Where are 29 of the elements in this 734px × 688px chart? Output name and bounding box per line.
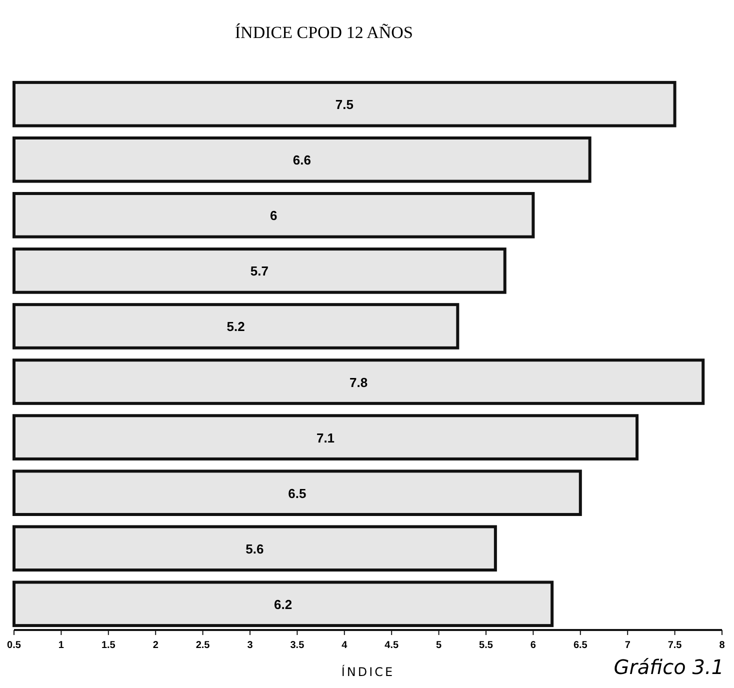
- data-label: 5.2: [226, 319, 245, 334]
- data-label: 5.6: [246, 541, 264, 556]
- x-tick-label: 7: [624, 640, 631, 651]
- x-tick-label: 8: [719, 640, 726, 651]
- x-tick-label: 2: [152, 640, 159, 651]
- x-tick-label: 6.5: [573, 640, 588, 651]
- x-tick-label: 5: [436, 640, 442, 651]
- data-label: 6.6: [292, 152, 311, 168]
- x-tick-label: 7.5: [668, 640, 682, 651]
- x-tick-label: 4.5: [384, 640, 399, 651]
- x-tick-label: 1: [58, 640, 64, 651]
- chart-title: ÍNDICE CPOD 12 AÑOS: [234, 23, 413, 42]
- x-tick-label: 6: [530, 640, 536, 651]
- data-label: 6.2: [274, 596, 292, 612]
- data-label: 7.8: [350, 374, 368, 390]
- x-tick-label: 3: [247, 640, 254, 651]
- data-label: 7.1: [316, 430, 335, 446]
- x-tick-label: 3.5: [290, 640, 305, 651]
- data-label: 6.5: [288, 486, 306, 501]
- x-tick-label: 1.5: [101, 640, 116, 651]
- data-label: 7.5: [335, 97, 354, 112]
- data-label: 6: [270, 208, 278, 224]
- x-tick-label: 2.5: [196, 640, 210, 651]
- data-label: 5.7: [250, 264, 268, 279]
- text: Gráfico 3.1: [614, 655, 724, 679]
- x-tick-label: 5.5: [479, 640, 494, 651]
- x-tick-label: 4: [342, 640, 348, 651]
- x-axis-title: ÍNDICE: [341, 664, 395, 679]
- x-tick-label: 0.5: [7, 640, 22, 651]
